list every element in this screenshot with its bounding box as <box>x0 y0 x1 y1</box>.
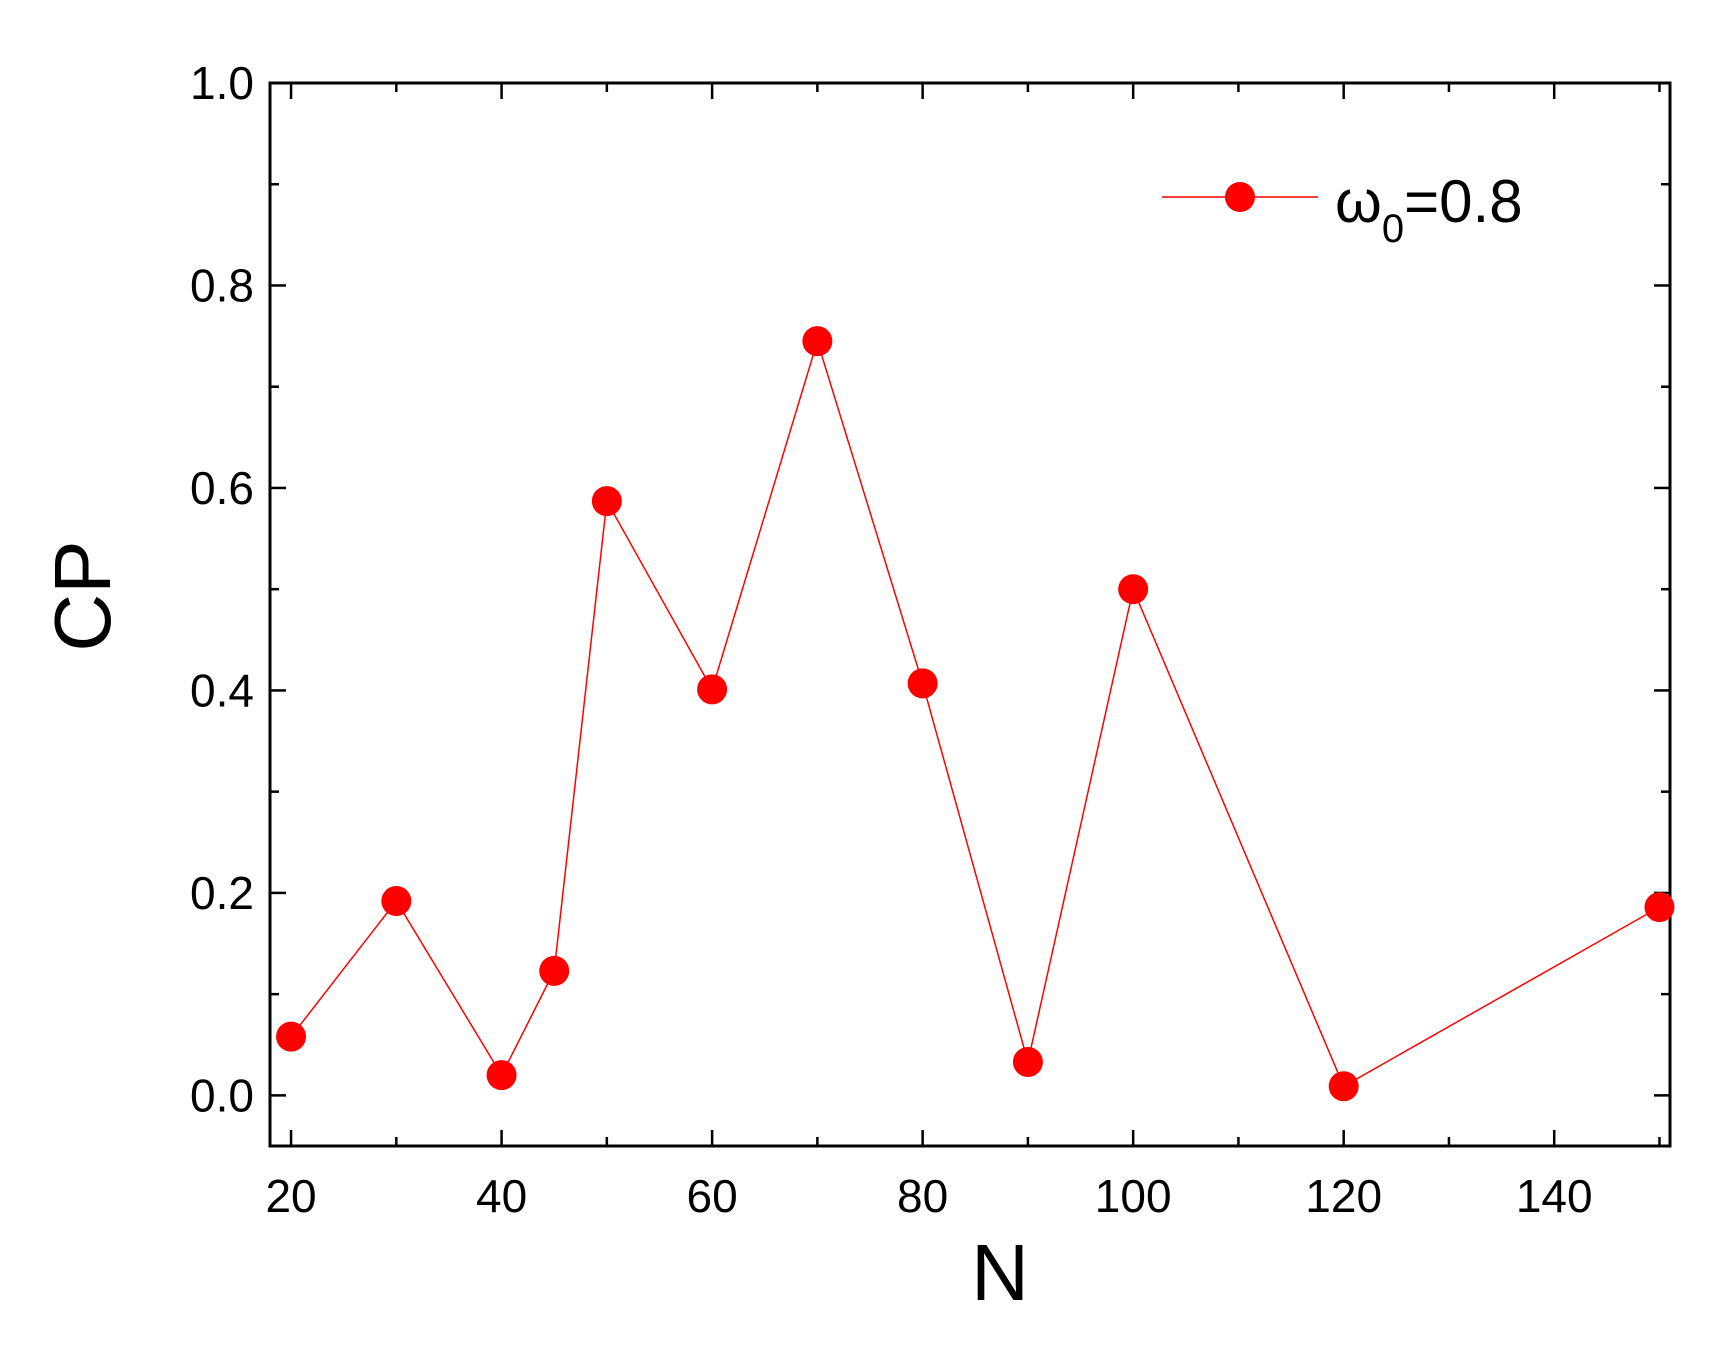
y-tick-label: 0.4 <box>190 664 254 716</box>
data-point <box>276 1021 307 1052</box>
y-tick-label: 0.8 <box>190 259 254 311</box>
tick-labels-layer: 20 40 60 80 100 120 140 0.0 0.2 0.4 0.6 0.8 1.0 <box>190 57 1593 1222</box>
data-point <box>1328 1071 1359 1102</box>
x-tick-label: 140 <box>1516 1170 1593 1222</box>
data-point <box>1012 1046 1043 1077</box>
x-axis-title: N <box>971 1228 1029 1317</box>
data-point <box>381 886 412 917</box>
ticks-layer <box>270 81 1670 1146</box>
x-tick-label: 60 <box>687 1170 738 1222</box>
legend-subscript: 0 <box>1382 207 1404 251</box>
legend-marker <box>1225 182 1255 212</box>
y-tick-label: 0.2 <box>190 867 254 919</box>
plot-frame <box>268 81 1672 1148</box>
y-tick-label: 0.6 <box>190 462 254 514</box>
y-tick-label: 0.0 <box>190 1069 254 1121</box>
series-layer <box>276 326 1675 1102</box>
data-point <box>486 1060 517 1091</box>
y-axis-title: CP <box>38 540 127 651</box>
data-point <box>539 955 570 986</box>
legend-label: ω0=0.8 <box>1335 168 1523 251</box>
y-tick-label: 1.0 <box>190 57 254 109</box>
x-tick-label: 120 <box>1305 1170 1382 1222</box>
data-point <box>802 326 833 357</box>
data-point <box>1644 892 1675 923</box>
x-tick-label: 100 <box>1095 1170 1172 1222</box>
data-point <box>1118 574 1149 605</box>
data-point <box>591 486 622 517</box>
legend: ω0=0.8 <box>1162 168 1523 251</box>
x-tick-label: 40 <box>476 1170 527 1222</box>
legend-symbol: ω <box>1335 168 1382 235</box>
legend-value: =0.8 <box>1404 168 1522 235</box>
data-point <box>907 668 938 699</box>
data-point <box>697 674 728 705</box>
x-tick-label: 20 <box>265 1170 316 1222</box>
series-line <box>290 338 1660 1088</box>
x-tick-label: 80 <box>897 1170 948 1222</box>
